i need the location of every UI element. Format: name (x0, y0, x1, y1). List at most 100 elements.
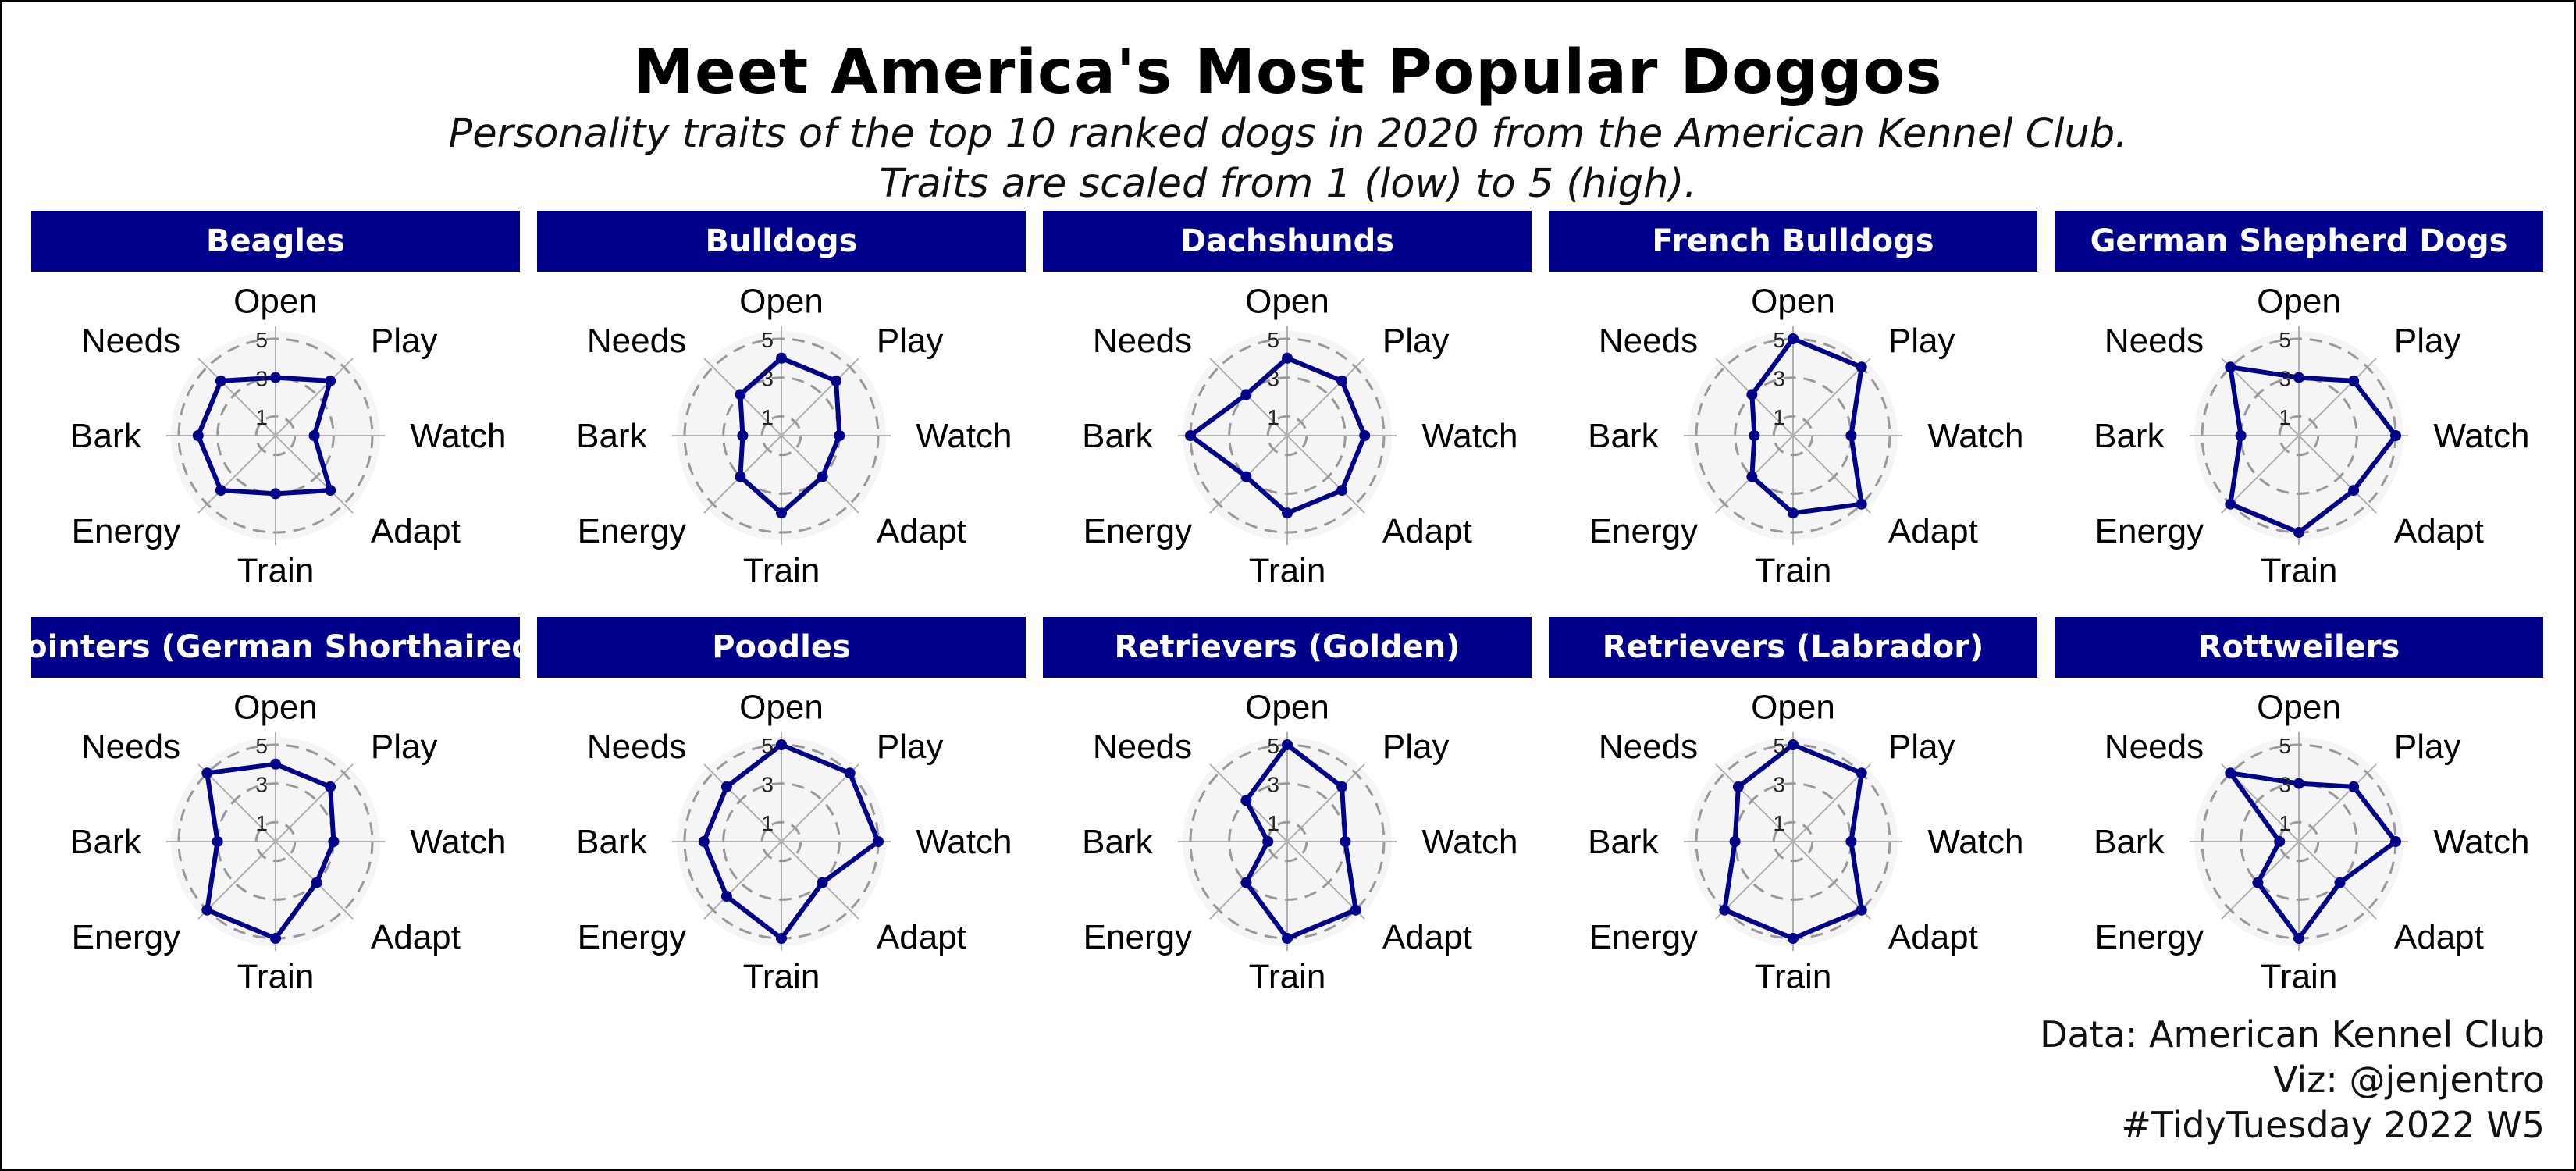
axis-label-energy: Energy (2095, 512, 2204, 550)
facet-strip-label: Pointers (German Shorthaired) (31, 617, 520, 678)
facet-grid: Beagles 1 3 5 Open Play Watch Adapt Train Energy B… (31, 211, 2545, 1007)
axis-label-watch: Watch (1421, 823, 1517, 861)
trait-point-play (1856, 767, 1867, 779)
radar-chart: 1 3 5 Open Play Watch Adapt Train Energy Bark Need… (1588, 283, 2023, 584)
grid-ring-1 (760, 820, 802, 863)
ring-label: 5 (1267, 734, 1279, 758)
axis-label-open: Open (1751, 689, 1835, 727)
axis-label-adapt: Adapt (877, 512, 966, 550)
ring-label: 3 (255, 773, 268, 797)
trait-point-open (270, 372, 281, 383)
trait-point-play (1336, 781, 1348, 792)
trait-point-energy (201, 904, 213, 916)
facet-strip-label: Poodles (537, 617, 1026, 678)
axis-label-adapt: Adapt (2394, 918, 2484, 956)
axis-label-adapt: Adapt (371, 512, 461, 550)
ring-label: 1 (761, 405, 774, 429)
panel-german-shepherd-dogs: German Shepherd Dogs 1 3 5 Open Play Watch Adap… (2055, 211, 2543, 586)
axis-label-watch: Watch (410, 417, 506, 455)
axis-label-train: Train (1755, 551, 1832, 584)
axis-label-energy: Energy (1083, 512, 1192, 550)
ring-label: 5 (2279, 734, 2291, 758)
ring-label: 1 (2279, 811, 2291, 835)
axis-label-play: Play (2394, 728, 2461, 766)
axis-label-train: Train (237, 551, 315, 584)
radar-chart: 1 3 5 Open Play Watch Adapt Train Energy Bark Need… (1082, 689, 1517, 990)
facet-strip-label: Beagles (31, 211, 520, 272)
trait-point-energy (1719, 904, 1731, 916)
panel-rottweilers: Rottweilers 1 3 5 Open Play Watch Adapt Train Ene… (2055, 617, 2543, 991)
trait-point-bark (1749, 430, 1760, 441)
axis-label-adapt: Adapt (1382, 512, 1472, 550)
grid-ring-3 (1228, 376, 1347, 495)
axis-label-open: Open (2257, 283, 2341, 321)
facet-strip-label: French Bulldogs (1549, 211, 2037, 272)
axis-label-train: Train (1755, 957, 1832, 990)
axis-label-needs: Needs (1599, 322, 1698, 360)
axis-label-open: Open (233, 283, 318, 321)
ring-label: 5 (2279, 328, 2291, 352)
axis-label-train: Train (2261, 957, 2338, 990)
axis-label-adapt: Adapt (1888, 918, 1978, 956)
trait-point-play (2348, 781, 2360, 792)
chart-caption: Data: American Kennel Club Viz: @jenjent… (2040, 1012, 2545, 1148)
radar-spoke (1792, 841, 1871, 920)
trait-point-adapt (2348, 485, 2360, 497)
trait-point-energy (2252, 877, 2264, 888)
trait-point-open (270, 758, 281, 770)
axis-label-play: Play (2394, 322, 2461, 360)
grid-ring-1 (760, 415, 802, 457)
ring-label: 3 (1773, 773, 1785, 797)
axis-label-open: Open (2257, 689, 2341, 727)
axis-label-train: Train (237, 957, 315, 990)
trait-point-play (844, 767, 856, 779)
subtitle-line-2: Traits are scaled from 1 (low) to 5 (hig… (879, 161, 1697, 207)
trait-point-open (1788, 739, 1799, 750)
axis-label-needs: Needs (2105, 728, 2204, 766)
ring-label: 1 (2279, 405, 2291, 429)
radar-spoke (1286, 435, 1365, 514)
grid-ring-1 (2278, 415, 2320, 457)
trait-point-open (1788, 333, 1799, 344)
trait-point-watch (2390, 430, 2401, 441)
trait-point-watch (1340, 836, 1351, 847)
axis-label-watch: Watch (2433, 417, 2529, 455)
ring-label: 5 (1267, 328, 1279, 352)
trait-point-train (776, 507, 787, 519)
trait-point-needs (1240, 389, 1252, 400)
axis-label-play: Play (877, 728, 944, 766)
axis-label-train: Train (2261, 551, 2338, 584)
radar-spoke (1792, 435, 1871, 514)
trait-point-bark (2235, 430, 2247, 441)
radar-chart: 1 3 5 Open Play Watch Adapt Train Energy Bark Need… (576, 283, 1012, 584)
trait-point-watch (1359, 430, 1371, 441)
ring-label: 1 (761, 811, 774, 835)
trait-point-energy (1746, 471, 1758, 482)
grid-ring-5 (683, 337, 880, 534)
axis-label-adapt: Adapt (1888, 512, 1978, 550)
ring-label: 1 (1773, 405, 1785, 429)
trait-point-bark (1262, 836, 1274, 847)
trait-point-adapt (311, 877, 322, 888)
ring-label: 1 (1267, 811, 1279, 835)
trait-point-open (2293, 778, 2304, 789)
trait-point-play (325, 375, 336, 386)
axis-label-play: Play (1888, 322, 1955, 360)
axis-label-watch: Watch (916, 417, 1012, 455)
grid-ring-5 (1189, 337, 1386, 534)
trait-point-needs (2225, 361, 2236, 373)
facet-strip-label: German Shepherd Dogs (2055, 211, 2543, 272)
ring-label: 3 (2279, 367, 2291, 391)
trait-point-adapt (817, 471, 828, 482)
radar-spoke (703, 763, 782, 842)
ring-label: 1 (255, 811, 268, 835)
axis-label-energy: Energy (578, 512, 686, 550)
panel-retrievers-labrador: Retrievers (Labrador) 1 3 5 Open Play Watch Ada… (1549, 617, 2037, 991)
axis-label-needs: Needs (81, 322, 180, 360)
radar-spoke (2298, 435, 2377, 514)
grid-ring-1 (254, 820, 297, 863)
trait-point-bark (698, 836, 710, 847)
panel-french-bulldogs: French Bulldogs 1 3 5 Open Play Watch Adapt Trai… (1549, 211, 2037, 586)
axis-label-bark: Bark (2094, 417, 2165, 455)
trait-point-needs (1240, 795, 1252, 806)
